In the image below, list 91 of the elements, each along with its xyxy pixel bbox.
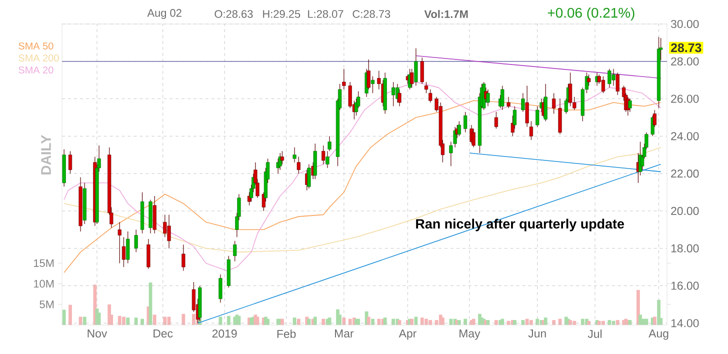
candlestick (506, 96, 510, 108)
bar (441, 318, 444, 325)
bar (428, 320, 432, 325)
candlestick (500, 85, 504, 110)
candlestick (233, 240, 237, 262)
bar (608, 320, 612, 325)
candlestick (424, 82, 428, 94)
candlestick (322, 145, 326, 165)
text: SMA 50 (18, 42, 54, 50)
x-tick-label: Apr (398, 330, 416, 340)
x-tick-label: Aug (648, 330, 668, 340)
candlestick (182, 244, 186, 272)
y-tick-label: 28.00 (671, 57, 699, 66)
candlestick (612, 68, 616, 86)
candlestick (68, 150, 72, 174)
bar (513, 320, 516, 325)
text: L:28.07 (308, 10, 344, 18)
bar (134, 318, 138, 325)
candlestick (601, 76, 606, 94)
bar (420, 318, 424, 325)
bar (152, 314, 156, 325)
y-tick-label: 16.00 (671, 282, 699, 290)
x-tick-label: Jul (588, 330, 602, 338)
candlestick (414, 48, 418, 86)
text: C:28.73 (352, 10, 390, 18)
candlestick (420, 57, 424, 84)
candlestick (464, 112, 468, 133)
bar (126, 318, 130, 325)
x-tick-label: Dec (154, 330, 173, 338)
candlestick (494, 112, 498, 129)
candlestick (126, 231, 130, 264)
candlestick (348, 82, 352, 108)
candlestick (552, 92, 556, 114)
candlestick (307, 164, 311, 189)
x-tick-label: Feb (277, 330, 296, 338)
x-tick-label: 2019 (212, 330, 237, 338)
annotation: Ran nicely after quarterly update (416, 218, 624, 232)
candlestick (472, 128, 476, 148)
bar (322, 318, 326, 325)
x-tick-label: May (460, 330, 480, 340)
annotation: 28.73 (670, 43, 702, 52)
y-tick-label: 24.00 (671, 132, 699, 140)
candlestick (628, 98, 632, 112)
candlestick (292, 147, 296, 163)
candlestick (167, 214, 171, 249)
candlestick (218, 274, 222, 303)
y2-tick-label: 10M (34, 280, 54, 288)
text: Aug 02 (147, 9, 182, 19)
bar (62, 310, 66, 325)
candlestick (146, 238, 150, 270)
candlestick (122, 236, 126, 268)
x-tick-label: Nov (88, 330, 108, 338)
candlestick (118, 222, 122, 264)
bar (226, 316, 230, 325)
candlestick (342, 68, 346, 90)
candlestick (616, 72, 620, 96)
bar (494, 320, 498, 325)
bar (82, 316, 86, 325)
line-series (64, 146, 662, 252)
bar (68, 304, 72, 325)
x-tick-label: Jun (528, 330, 546, 338)
candlestick (544, 84, 548, 122)
candlestick (134, 229, 138, 252)
text: Vol:1.7M (424, 10, 468, 18)
y2-tick-label: 5M (40, 300, 54, 308)
candlestick (652, 110, 656, 128)
text: H:29.25 (263, 10, 300, 18)
text: SMA 200 (18, 54, 59, 62)
candlestick (392, 82, 396, 107)
bar (182, 314, 186, 325)
candlestick (608, 68, 612, 88)
y-tick-label: 22.00 (671, 170, 699, 178)
candlestick (428, 89, 432, 103)
bar (544, 318, 548, 325)
text: O:28.63 (214, 10, 253, 18)
bar (616, 320, 620, 325)
text: DAILY (41, 134, 51, 174)
y-tick-label: 18.00 (671, 244, 699, 252)
text: SMA 20 (18, 66, 54, 74)
candlestick (370, 76, 375, 94)
candlestick (568, 72, 572, 107)
y-tick-label: 20.00 (671, 206, 699, 216)
candlestick (521, 92, 525, 112)
y2-tick-label: 15M (34, 259, 54, 267)
y-tick-label: 30.00 (670, 20, 699, 28)
y-tick-label: 26.00 (671, 94, 699, 103)
y-tick-label: 14.00 (671, 319, 699, 328)
x-tick-label: Mar (335, 330, 354, 338)
text: +0.06 (0.21%) (548, 8, 634, 20)
bar (525, 318, 529, 325)
bar (118, 316, 122, 325)
